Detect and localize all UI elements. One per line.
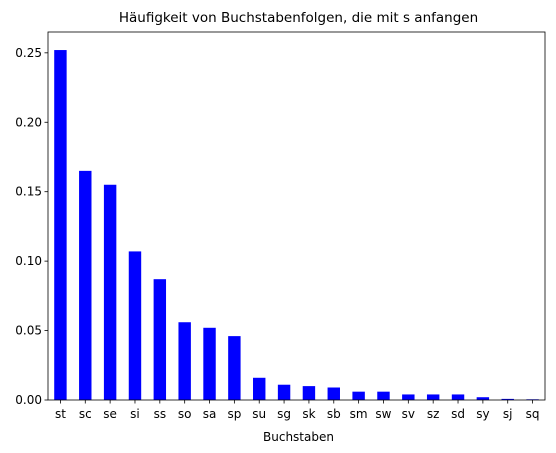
bar-sc (79, 170, 92, 400)
bar-si (128, 251, 142, 400)
bar-sb (327, 387, 340, 400)
bar-sy (476, 397, 490, 400)
x-tick-label: st (55, 407, 66, 421)
bar-su (253, 377, 266, 400)
bar-so (178, 322, 191, 400)
bar-sp (228, 336, 241, 400)
x-tick-label: sq (526, 407, 540, 421)
x-tick-label: si (130, 407, 140, 421)
x-tick-label: su (252, 407, 266, 421)
x-tick-label: sd (451, 407, 465, 421)
bar-sd (451, 394, 465, 400)
x-tick-label: so (178, 407, 192, 421)
bar-st (54, 50, 67, 401)
y-tick-label: 0.05 (15, 324, 42, 338)
x-axis-label: Buchstaben (263, 430, 334, 444)
x-tick-label: ss (154, 407, 167, 421)
bar-sv (402, 394, 415, 400)
x-tick-label: sg (277, 407, 291, 421)
x-tick-label: sc (79, 407, 92, 421)
x-tick-label: sm (350, 407, 368, 421)
x-tick-label: sy (476, 407, 489, 421)
bar-sk (302, 386, 316, 400)
x-axis: st sc se si ss so sa sp su sg sk sb sm sw sv sz sd sy sj sq (55, 400, 540, 421)
x-tick-label: sb (327, 407, 341, 421)
bars-group (54, 50, 539, 401)
x-tick-label: sw (375, 407, 391, 421)
y-tick-label: 0.10 (15, 254, 42, 268)
bar-sa (203, 327, 216, 400)
y-axis: 0.00 0.05 0.10 0.15 0.20 0.25 (15, 46, 48, 407)
y-tick-label: 0.15 (15, 185, 42, 199)
bar-sm (352, 391, 365, 400)
x-tick-label: sv (402, 407, 415, 421)
y-tick-label: 0.25 (15, 46, 42, 60)
x-tick-label: sp (227, 407, 241, 421)
bar-sj (501, 398, 514, 400)
bar-sz (426, 394, 440, 400)
plot-frame (47, 31, 546, 401)
bar-ss (153, 279, 167, 400)
bar-sw (377, 391, 390, 400)
x-tick-label: sk (302, 407, 315, 421)
x-tick-label: se (103, 407, 117, 421)
x-tick-label: sa (203, 407, 217, 421)
y-tick-label: 0.00 (15, 393, 42, 407)
bar-sg (277, 384, 291, 400)
y-tick-label: 0.20 (15, 115, 42, 129)
bar-se (103, 184, 117, 400)
x-tick-label: sj (503, 407, 513, 421)
chart-title: Häufigkeit von Buchstabenfolgen, die mit… (119, 10, 478, 26)
x-tick-label: sz (427, 407, 440, 421)
